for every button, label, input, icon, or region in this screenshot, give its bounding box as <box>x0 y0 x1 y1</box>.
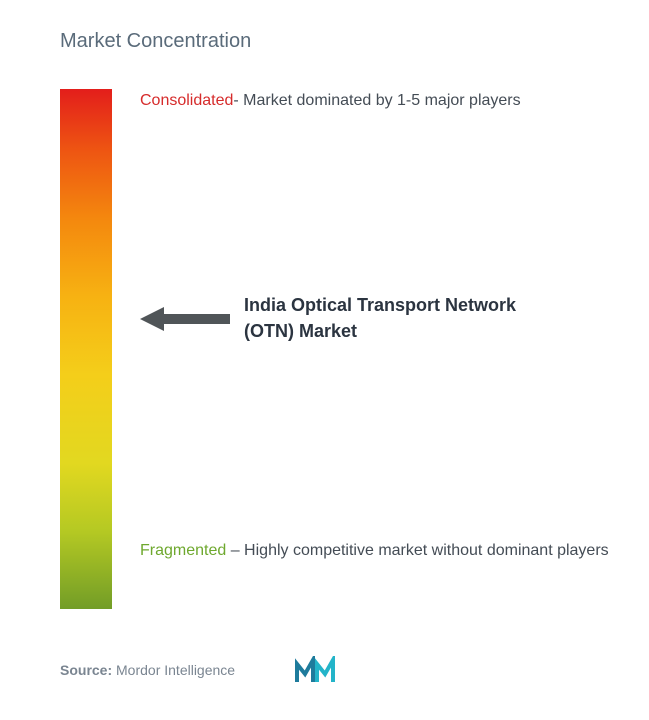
source-attribution: Source: Mordor Intelligence <box>60 662 235 678</box>
consolidated-description: - Market dominated by 1-5 major players <box>233 92 520 109</box>
concentration-gradient-bar <box>60 89 112 609</box>
arrow-left-icon <box>140 305 230 333</box>
mordor-logo-icon <box>295 656 337 684</box>
consolidated-label: Consolidated- Market dominated by 1-5 ma… <box>140 89 609 112</box>
market-name-label: India Optical Transport Network (OTN) Ma… <box>244 293 544 343</box>
fragmented-description: – Highly competitive market without domi… <box>226 542 608 559</box>
market-position-indicator: India Optical Transport Network (OTN) Ma… <box>140 293 544 343</box>
page-title: Market Concentration <box>60 30 609 53</box>
source-prefix: Source: <box>60 662 112 678</box>
footer: Source: Mordor Intelligence <box>60 656 337 684</box>
labels-column: Consolidated- Market dominated by 1-5 ma… <box>112 89 609 609</box>
fragmented-label: Fragmented – Highly competitive market w… <box>140 539 609 563</box>
consolidated-term: Consolidated <box>140 92 233 109</box>
fragmented-term: Fragmented <box>140 542 226 559</box>
source-name: Mordor Intelligence <box>112 662 235 678</box>
chart-container: Consolidated- Market dominated by 1-5 ma… <box>60 89 609 609</box>
